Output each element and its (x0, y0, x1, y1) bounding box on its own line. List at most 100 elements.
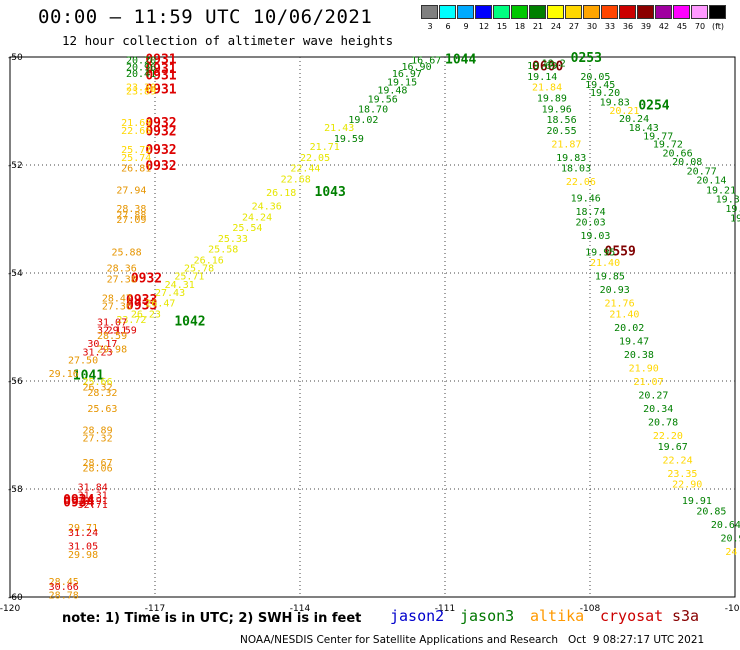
color-swatch (421, 5, 438, 19)
wave-height-value: 26.47 (145, 299, 175, 310)
x-tick-label: -114 (290, 604, 311, 614)
wave-height-value: 23.30 (126, 83, 156, 94)
wave-height-value: 24.36 (252, 202, 282, 213)
wave-height-value: 19.77 (643, 131, 673, 142)
wave-height-value: 20.20 (126, 56, 156, 67)
wave-height-value: 19.83 (600, 97, 630, 108)
wave-height-value: 28.67 (83, 458, 113, 469)
wave-height-value: 20.55 (547, 126, 577, 137)
wave-height-value: 20.03 (576, 218, 606, 229)
color-scale-label: 70 (694, 22, 706, 31)
wave-height-value: 20.21 (609, 106, 639, 117)
color-scale-label: 9 (463, 22, 469, 31)
color-scale-label: 42 (658, 22, 670, 31)
wave-height-value: 20.78 (648, 418, 678, 429)
legend-cryosat: cryosat (600, 607, 664, 625)
wave-height-value: 20.08 (672, 157, 702, 168)
pass-time-label: 0934 (63, 493, 94, 508)
wave-height-value: 19.91 (682, 496, 712, 507)
x-tick-label: -117 (145, 604, 165, 614)
wave-height-value: 25.88 (112, 247, 142, 258)
wave-height-value: 21.76 (605, 299, 635, 310)
wave-height-value: 19.67 (658, 442, 688, 453)
color-swatch (619, 5, 636, 19)
wave-height-value: 25.63 (87, 404, 117, 415)
legend-altika: altika (530, 607, 585, 625)
color-swatch (475, 5, 492, 19)
wave-height-value: 26.23 (131, 310, 161, 321)
wave-height-value: 29.16 (49, 369, 79, 380)
color-swatch (637, 5, 654, 19)
wave-height-value: 28.36 (107, 264, 137, 275)
grid-lines (10, 57, 735, 597)
pass-time-label: 0932 (145, 125, 176, 140)
wave-height-value: 19.83 (556, 153, 586, 164)
pass-time-label: 0254 (638, 99, 669, 114)
wave-height-value: 20.96 (126, 63, 156, 74)
wave-height-value: 27.32 (83, 434, 113, 445)
plot-frame (9, 56, 736, 598)
wave-height-value: 19.85 (595, 272, 625, 283)
color-swatch (601, 5, 618, 19)
wave-height-value: 20.05 (580, 72, 610, 83)
pass-time-label: 1042 (174, 315, 205, 330)
color-swatch (583, 5, 600, 19)
pass-time-label: 0931 (145, 62, 176, 77)
wave-height-value: 22.24 (663, 455, 693, 466)
wave-height-value: 18.43 (629, 123, 659, 134)
wave-height-value: 20.24 (619, 114, 649, 125)
color-scale-label: 30 (586, 22, 598, 31)
wave-height-value: 21.87 (551, 139, 581, 150)
wave-height-value: 19.89 (537, 94, 567, 105)
color-scale-label: 36 (622, 22, 634, 31)
wave-height-value: 16.97 (392, 69, 422, 80)
wave-height-value: 26.16 (194, 256, 224, 267)
wave-height-value: 27.38 (107, 274, 137, 285)
wave-height-value: 28.59 (97, 331, 127, 342)
color-swatch (709, 5, 726, 19)
wave-height-value: 18.74 (576, 207, 606, 218)
wave-height-value: 32.71 (78, 500, 108, 511)
wave-height-value: 21.07 (634, 377, 664, 388)
wave-height-value: 21.43 (324, 123, 354, 134)
color-swatch (565, 5, 582, 19)
color-swatch (547, 5, 564, 19)
wave-height-value: 18.56 (547, 115, 577, 126)
wave-height-value: 26.18 (266, 188, 296, 199)
color-swatch (457, 5, 474, 19)
color-scale-label: 18 (514, 22, 526, 31)
wave-height-value: 16.67 (411, 56, 441, 67)
wave-height-value: 19.69 (527, 61, 557, 72)
wave-height-value: 28.32 (87, 388, 117, 399)
wave-height-value: 31.84 (78, 482, 108, 493)
wave-height-value: 19.48 (377, 85, 407, 96)
pass-time-label: 0933 (126, 293, 157, 308)
wave-height-value: 19.33 (716, 194, 740, 205)
pass-time-label: 1044 (445, 53, 476, 68)
wave-height-value: 27.43 (155, 288, 185, 299)
tick-labels: -120 -117 -114 -111 -108 -105 -50 -52 -54 -56 -58 -… (0, 53, 740, 614)
y-tick-label: -60 (8, 593, 23, 603)
wave-height-value: 31.07 (97, 318, 127, 329)
wave-height-value: 20.85 (696, 507, 726, 518)
wave-height-value: 22.44 (290, 164, 320, 175)
color-swatch (691, 5, 708, 19)
wave-height-value: 20.64 (711, 520, 740, 531)
wave-height-value: 19.59 (334, 134, 364, 145)
wave-height-value: 25.33 (218, 234, 248, 245)
wave-height-value: 28.89 (83, 426, 113, 437)
pass-time-label: 1043 (315, 185, 346, 200)
color-swatch (511, 5, 528, 19)
wave-height-value: 25.78 (184, 264, 214, 275)
pass-time-label: 0932 (131, 271, 162, 286)
wave-height-value: 20.77 (687, 166, 717, 177)
wave-height-value: 28.45 (49, 577, 79, 588)
color-scale-label: 39 (640, 22, 652, 31)
wave-height-value: 18.70 (358, 104, 388, 115)
wave-height-value: 29.98 (68, 550, 98, 561)
wave-height-value: 20.93 (600, 285, 630, 296)
wave-height-value: 29.98 (97, 345, 127, 356)
color-scale-label: 12 (478, 22, 490, 31)
wave-height-value: 31.23 (83, 347, 113, 358)
color-swatch (439, 5, 456, 19)
